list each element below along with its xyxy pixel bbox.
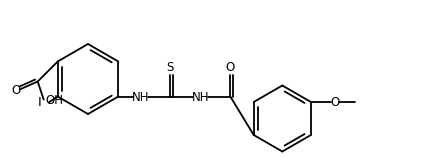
Text: S: S xyxy=(167,61,174,74)
Text: OH: OH xyxy=(46,94,64,107)
Text: O: O xyxy=(330,95,340,109)
Text: O: O xyxy=(11,84,20,97)
Text: NH: NH xyxy=(192,91,209,104)
Text: O: O xyxy=(226,61,235,74)
Text: I: I xyxy=(38,96,42,109)
Text: NH: NH xyxy=(131,91,149,104)
